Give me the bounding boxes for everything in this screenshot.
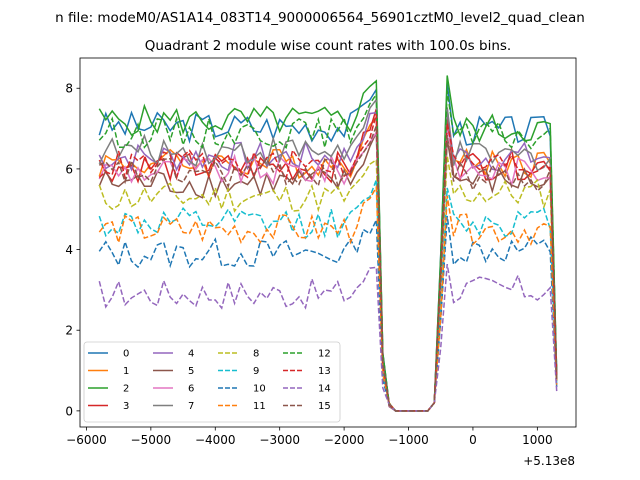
x-tick-label: −5000 — [131, 433, 172, 447]
x-tick-label: 0 — [469, 433, 477, 447]
series-12-line — [98, 90, 558, 412]
legend-label: 8 — [253, 349, 259, 360]
x-tick-label: −1000 — [388, 433, 429, 447]
series-10-line — [98, 215, 558, 412]
legend-box — [83, 341, 341, 423]
x-tick-label: −4000 — [195, 433, 236, 447]
series-4-line — [98, 107, 558, 412]
legend-label: 14 — [318, 384, 331, 395]
legend-label: 9 — [253, 366, 259, 377]
legend-label: 1 — [123, 366, 129, 377]
series-8-line — [98, 155, 558, 412]
x-tick-label: −6000 — [66, 433, 107, 447]
axes-frame — [79, 57, 577, 428]
legend-label: 6 — [188, 384, 194, 395]
series-7-line — [98, 97, 558, 412]
legend-label: 0 — [123, 349, 129, 360]
y-tick-label: 2 — [65, 324, 73, 338]
legend-label: 5 — [188, 366, 194, 377]
x-tick-label: 1000 — [522, 433, 553, 447]
axes: −6000 −5000 −4000 −3000 −2000 −1000 0 1000 0 2 4 6 8 — [65, 57, 577, 447]
chart-title: Quadrant 2 module wise count rates with … — [145, 38, 511, 54]
legend-label: 15 — [318, 401, 331, 412]
x-offset-label: +5.13e8 — [523, 454, 575, 468]
y-tick-label: 6 — [65, 162, 73, 176]
figure-suptitle: n file: modeM0/AS1A14_083T14_9000006564_… — [55, 10, 585, 26]
legend-label: 4 — [188, 349, 194, 360]
y-tick-label: 4 — [65, 243, 73, 257]
series-14-line — [98, 263, 558, 412]
x-tick-label: −3000 — [259, 433, 300, 447]
legend-label: 10 — [253, 384, 266, 395]
series-15-line — [98, 125, 558, 412]
series-11-line — [98, 184, 558, 412]
legend-label: 12 — [318, 349, 331, 360]
legend-label: 7 — [188, 401, 194, 412]
legend-label: 13 — [318, 366, 331, 377]
legend-label: 11 — [253, 401, 266, 412]
y-tick-label: 8 — [65, 82, 73, 96]
y-tick-label: 0 — [65, 404, 73, 418]
legend-label: 3 — [123, 401, 129, 412]
x-tick-label: −2000 — [324, 433, 365, 447]
series-5-line — [98, 132, 558, 412]
legend-label: 2 — [123, 384, 129, 395]
plot-area — [98, 75, 558, 412]
series-2-line — [98, 75, 558, 412]
